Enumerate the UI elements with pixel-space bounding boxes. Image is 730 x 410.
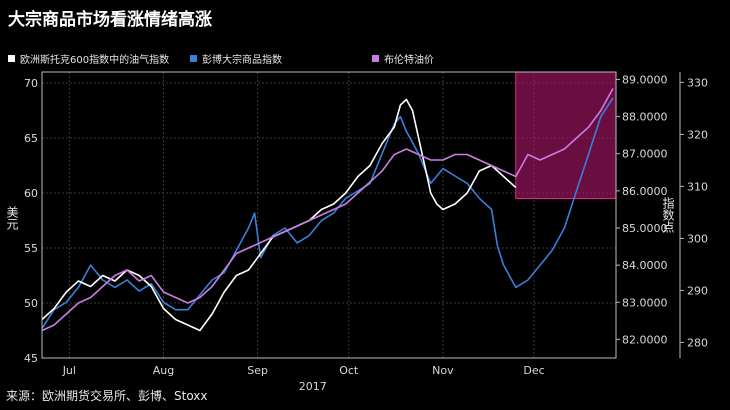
chart-title: 大宗商品市场看涨情绪高涨 — [8, 9, 212, 30]
series-layer — [41, 88, 614, 332]
right-tick-label: 330 — [687, 76, 708, 89]
left-tick-label: 45 — [24, 352, 38, 365]
left-tick-label: 55 — [24, 242, 38, 255]
x-tick-label: Oct — [339, 364, 359, 377]
legend-swatch — [372, 55, 379, 62]
right-tick-label: 300 — [687, 232, 708, 245]
middle-axis: 82.0000 83.0000 84.0000 85.0000 86.0000 87.00… — [616, 73, 668, 346]
series-line — [41, 98, 517, 332]
legend-label: 布伦特油价 — [384, 53, 434, 66]
middle-tick-label: 89.0000 — [622, 73, 668, 86]
legend-item: 布伦特油价 — [372, 53, 434, 66]
x-tick-label: Aug — [153, 364, 174, 377]
x-axis: Jul Aug Sep Oct Nov Dec — [62, 364, 545, 377]
series-line — [41, 97, 614, 329]
x-tick-label: Dec — [523, 364, 544, 377]
legend: 欧洲斯托克600指数中的油气指数 彭博大宗商品指数 布伦特油价 — [8, 53, 434, 66]
series-line — [41, 88, 614, 332]
legend-item: 欧洲斯托克600指数中的油气指数 — [8, 53, 169, 66]
middle-tick-label: 85.0000 — [622, 222, 668, 235]
x-tick-label: Sep — [247, 364, 268, 377]
left-tick-label: 65 — [24, 132, 38, 145]
legend-item: 彭博大宗商品指数 — [190, 53, 282, 66]
left-axis: 45 50 55 60 65 70 — [24, 77, 38, 365]
middle-tick-label: 88.0000 — [622, 111, 668, 124]
right-axis: 280 290 300 310 320 330 — [679, 72, 708, 358]
x-tick-label: Jul — [62, 364, 76, 377]
legend-label: 彭博大宗商品指数 — [202, 53, 282, 66]
right-tick-label: 320 — [687, 128, 708, 141]
left-tick-label: 70 — [24, 77, 38, 90]
legend-label: 欧洲斯托克600指数中的油气指数 — [20, 53, 169, 66]
legend-swatch — [8, 55, 15, 62]
middle-tick-label: 86.0000 — [622, 185, 668, 198]
middle-tick-label: 87.0000 — [622, 148, 668, 161]
middle-tick-label: 82.0000 — [622, 333, 668, 346]
right-tick-label: 280 — [687, 336, 708, 349]
left-axis-label: 美元 — [5, 206, 19, 231]
middle-tick-label: 84.0000 — [622, 259, 668, 272]
year-label: 2017 — [299, 380, 327, 393]
source-note: 来源：欧洲期货交易所、彭博、Stoxx — [6, 388, 208, 403]
x-tick-label: Nov — [432, 364, 454, 377]
left-tick-label: 60 — [24, 187, 38, 200]
right-tick-label: 310 — [687, 180, 708, 193]
right-axis-label: 指数点 — [661, 196, 675, 233]
plot-frame — [41, 71, 617, 359]
right-tick-label: 290 — [687, 284, 708, 297]
highlight-box — [515, 71, 617, 199]
legend-swatch — [190, 55, 197, 62]
left-tick-label: 50 — [24, 297, 38, 310]
middle-tick-label: 83.0000 — [622, 296, 668, 309]
